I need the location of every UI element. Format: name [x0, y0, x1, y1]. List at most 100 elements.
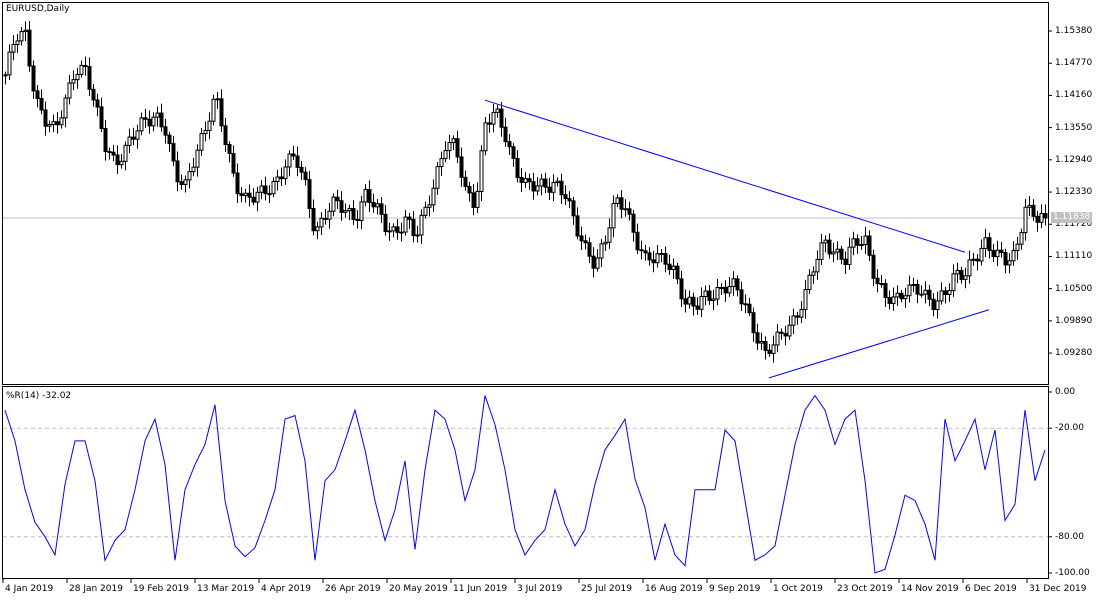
candle: [875, 269, 880, 293]
candle: [751, 307, 756, 342]
time-axis-ticks: [2, 578, 1028, 583]
candle: [991, 244, 996, 263]
candle: [903, 287, 908, 309]
candle: [331, 193, 336, 217]
candle: [347, 204, 352, 221]
candle: [319, 212, 324, 235]
candle: [203, 121, 208, 142]
candle: [775, 323, 780, 353]
candle: [883, 279, 888, 307]
candle: [91, 84, 96, 107]
candle: [63, 94, 68, 128]
price-axis-ticks: [1048, 30, 1052, 354]
candle: [675, 262, 680, 285]
time-tick-label: 4 Apr 2019: [261, 584, 311, 594]
price-tick-label: 1.11720: [1055, 219, 1093, 230]
candle: [351, 200, 356, 225]
candle: [555, 177, 560, 187]
candle: [375, 198, 380, 215]
candle: [591, 247, 596, 278]
candle: [215, 91, 220, 109]
current-price-badge: 1.11838: [1051, 212, 1093, 223]
candle: [475, 182, 480, 214]
candle: [51, 114, 56, 133]
candle: [551, 174, 556, 202]
candle: [419, 209, 424, 245]
candle: [967, 250, 972, 284]
candle: [503, 117, 508, 147]
candle: [483, 116, 488, 156]
candle: [923, 281, 928, 304]
candle: [223, 117, 228, 152]
candle: [955, 262, 960, 284]
candle: [171, 135, 176, 167]
candle: [863, 226, 868, 255]
candle: [615, 194, 620, 208]
candle: [703, 285, 708, 306]
candle: [131, 127, 136, 146]
indicator-tick-label: -80.00: [1055, 531, 1085, 542]
price-tick-label: 1.09280: [1055, 348, 1093, 359]
candle: [487, 113, 492, 133]
candle: [467, 181, 472, 202]
candle: [687, 290, 692, 309]
price-pane[interactable]: [2, 2, 1053, 385]
candle: [147, 110, 152, 134]
candle: [271, 177, 276, 198]
candle: [595, 249, 600, 272]
time-tick-label: 31 Dec 2019: [1029, 584, 1087, 594]
candle: [327, 202, 332, 229]
candle: [995, 240, 1000, 267]
candle: [279, 167, 284, 186]
candle: [839, 245, 844, 265]
candle: [247, 184, 252, 207]
candle: [219, 89, 224, 133]
candle: [859, 235, 864, 250]
candle: [479, 145, 484, 201]
candle: [771, 335, 776, 363]
candle: [887, 290, 892, 310]
price-tick-label: 1.09890: [1055, 315, 1093, 326]
price-tick-label: 1.15380: [1055, 26, 1093, 36]
candle: [315, 221, 320, 240]
candle: [71, 70, 76, 91]
candle: [527, 173, 532, 190]
candle: [407, 212, 412, 229]
candle: [1043, 204, 1048, 226]
candle: [971, 252, 976, 266]
candle: [435, 162, 440, 195]
candle: [823, 235, 828, 253]
trendline[interactable]: [484, 99, 966, 253]
candle: [827, 233, 832, 259]
candle: [307, 170, 312, 218]
trendline[interactable]: [768, 309, 990, 379]
candle: [795, 311, 800, 325]
candle: [139, 112, 144, 136]
candle: [959, 266, 964, 284]
candle: [287, 150, 292, 177]
candle: [747, 297, 752, 317]
candle: [539, 173, 544, 196]
candle: [251, 188, 256, 206]
time-tick-label: 25 Jul 2019: [581, 584, 632, 594]
candle: [1035, 210, 1040, 232]
candle: [767, 344, 772, 357]
candle: [59, 110, 64, 129]
candle: [947, 283, 952, 302]
candle: [79, 60, 84, 78]
time-tick-label: 9 Sep 2019: [709, 584, 761, 594]
candle: [931, 293, 936, 317]
candle: [603, 235, 608, 252]
candle: [643, 244, 648, 261]
candle: [135, 124, 140, 149]
candle: [107, 147, 112, 160]
candle: [807, 269, 812, 294]
candle: [659, 249, 664, 263]
trendlines[interactable]: [484, 99, 990, 379]
candle: [35, 84, 40, 108]
candle: [783, 325, 788, 346]
candle: [187, 163, 192, 189]
candle: [295, 146, 300, 177]
indicator-pane[interactable]: [2, 386, 1053, 579]
candle: [11, 35, 16, 61]
